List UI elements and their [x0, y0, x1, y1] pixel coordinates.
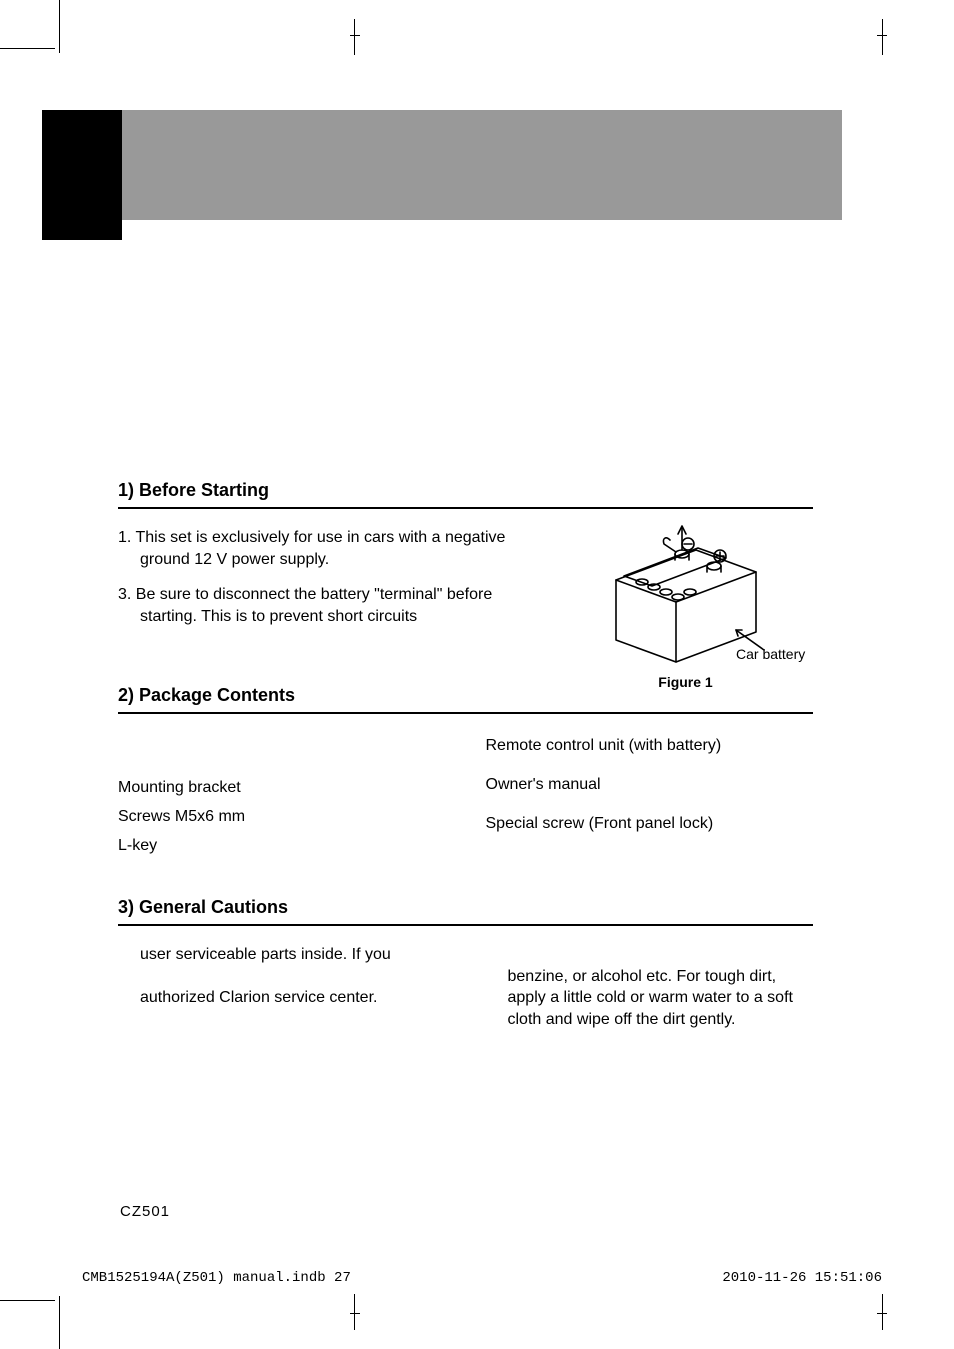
list-item: L-key [118, 832, 446, 861]
header-band [122, 110, 842, 220]
paragraph: benzine, or alcohol etc. For tough dirt,… [486, 966, 814, 1031]
page: 1) Before Starting 1. This set is exclus… [0, 0, 954, 1349]
crop-mark [354, 19, 355, 55]
list-item: Mounting bracket [118, 774, 446, 803]
list-item: Screws M5x6 mm [118, 803, 446, 832]
paragraph: 1. This set is exclusively for use in ca… [118, 527, 528, 570]
crop-mark [0, 48, 55, 49]
footer-model: CZ501 [120, 1203, 170, 1220]
paragraph: user serviceable parts inside. If you [118, 944, 446, 966]
section-body: 1. This set is exclusively for use in ca… [118, 527, 528, 627]
list-item: Remote control unit (with battery) [486, 732, 814, 761]
paragraph: authorized Clarion service center. [118, 987, 446, 1009]
crop-mark [350, 35, 360, 36]
list-item: Owner's manual [486, 771, 814, 800]
section-title: 3) General Cautions [118, 897, 813, 926]
crop-mark [877, 1313, 887, 1314]
section-before-starting: 1) Before Starting 1. This set is exclus… [118, 480, 813, 627]
crop-mark [59, 1296, 60, 1349]
column-left: user serviceable parts inside. If you au… [118, 944, 446, 1031]
column-left: Mounting bracket Screws M5x6 mm L-key [118, 732, 446, 860]
side-tab [42, 110, 122, 240]
figure-label: Car battery [736, 646, 805, 662]
footer-date: 2010-11-26 15:51:06 [722, 1270, 882, 1286]
section-general-cautions: 3) General Cautions user serviceable par… [118, 897, 813, 1031]
crop-mark [882, 19, 883, 55]
two-column: user serviceable parts inside. If you au… [118, 944, 813, 1031]
figure-caption: Figure 1 [558, 674, 813, 690]
crop-mark [350, 1313, 360, 1314]
crop-mark [0, 1300, 55, 1301]
crop-mark [882, 1294, 883, 1330]
two-column: Mounting bracket Screws M5x6 mm L-key Re… [118, 732, 813, 860]
list-item: Special screw (Front panel lock) [486, 810, 814, 839]
column-right: benzine, or alcohol etc. For tough dirt,… [486, 944, 814, 1031]
column-right: Remote control unit (with battery) Owner… [486, 732, 814, 860]
section-title: 1) Before Starting [118, 480, 813, 509]
figure-battery: Car battery Figure 1 [558, 510, 813, 690]
crop-mark [59, 0, 60, 53]
crop-mark [354, 1294, 355, 1330]
footer-print-ref: CMB1525194A(Z501) manual.indb 27 [82, 1270, 351, 1286]
crop-mark [877, 35, 887, 36]
section-package-contents: 2) Package Contents Mounting bracket Scr… [118, 685, 813, 860]
content-area: 1) Before Starting 1. This set is exclus… [118, 480, 813, 1031]
paragraph: 3. Be sure to disconnect the battery "te… [118, 584, 528, 627]
